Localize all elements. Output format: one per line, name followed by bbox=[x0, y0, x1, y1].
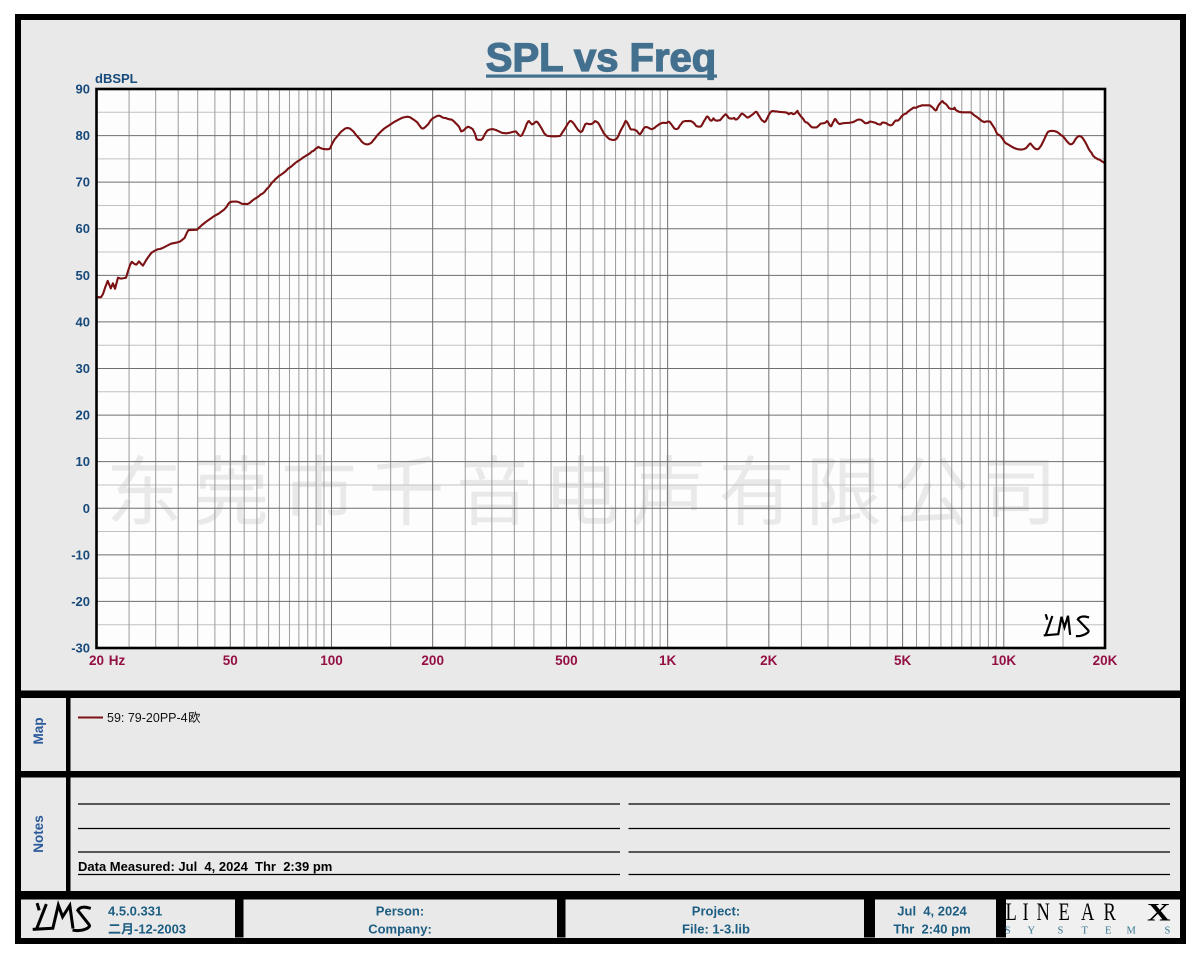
svg-text:Person:: Person: bbox=[376, 904, 424, 919]
svg-text:Map: Map bbox=[31, 718, 46, 745]
svg-text:90: 90 bbox=[76, 82, 90, 97]
svg-text:50: 50 bbox=[223, 653, 238, 668]
svg-text:1K: 1K bbox=[659, 653, 677, 668]
svg-text:S: S bbox=[1165, 926, 1171, 937]
svg-text:60: 60 bbox=[76, 221, 90, 236]
svg-text:20: 20 bbox=[89, 653, 104, 668]
svg-text:SPL vs Freq: SPL vs Freq bbox=[486, 36, 716, 80]
svg-text:X: X bbox=[1147, 899, 1171, 927]
svg-text:dBSPL: dBSPL bbox=[95, 71, 138, 86]
svg-text:5K: 5K bbox=[894, 653, 912, 668]
svg-text:E: E bbox=[1105, 926, 1111, 937]
svg-text:10: 10 bbox=[76, 454, 90, 469]
svg-text:Data Measured: Jul 4, 2024 T: Data Measured: Jul 4, 2024 Thr 2:39 pm bbox=[78, 859, 332, 874]
svg-text:2K: 2K bbox=[760, 653, 778, 668]
svg-text:L: L bbox=[1006, 897, 1017, 925]
svg-text:M: M bbox=[1127, 926, 1137, 937]
svg-text:Jul 4, 2024: Jul 4, 2024 bbox=[897, 904, 967, 919]
svg-text:80: 80 bbox=[76, 128, 90, 143]
svg-text:4.5.0.331: 4.5.0.331 bbox=[108, 904, 162, 919]
svg-text:Notes: Notes bbox=[31, 815, 46, 853]
svg-text:200: 200 bbox=[421, 653, 444, 668]
svg-text:Company:: Company: bbox=[368, 922, 432, 937]
svg-text:500: 500 bbox=[555, 653, 578, 668]
svg-text:100: 100 bbox=[320, 653, 343, 668]
svg-text:0: 0 bbox=[83, 501, 90, 516]
svg-text:-10: -10 bbox=[71, 547, 90, 562]
svg-text:N: N bbox=[1037, 897, 1050, 925]
svg-text:20K: 20K bbox=[1093, 653, 1118, 668]
svg-text:59: 79-20PP-4: 59: 79-20PP-4 bbox=[107, 711, 188, 725]
svg-text:-20: -20 bbox=[71, 594, 90, 609]
svg-text:File: 1-3.lib: File: 1-3.lib bbox=[682, 922, 750, 937]
svg-text:R: R bbox=[1103, 897, 1116, 925]
svg-text:Thr 2:40 pm: Thr 2:40 pm bbox=[893, 922, 970, 937]
svg-text:S: S bbox=[1005, 926, 1011, 937]
svg-text:50: 50 bbox=[76, 268, 90, 283]
svg-text:T: T bbox=[1082, 926, 1089, 937]
svg-text:10K: 10K bbox=[991, 653, 1016, 668]
svg-text:30: 30 bbox=[76, 361, 90, 376]
svg-text:I: I bbox=[1023, 897, 1029, 925]
svg-text:Y: Y bbox=[1028, 926, 1036, 937]
svg-text:20: 20 bbox=[76, 408, 90, 423]
svg-text:E: E bbox=[1058, 897, 1069, 925]
svg-text:Project:: Project: bbox=[692, 904, 740, 919]
svg-text:-12-2003: -12-2003 bbox=[134, 922, 186, 937]
svg-text:70: 70 bbox=[76, 175, 90, 190]
svg-text:A: A bbox=[1081, 897, 1094, 925]
svg-text:Hz: Hz bbox=[109, 653, 126, 668]
svg-text:40: 40 bbox=[76, 314, 90, 329]
svg-text:-30: -30 bbox=[71, 641, 90, 656]
svg-text:S: S bbox=[1058, 926, 1064, 937]
